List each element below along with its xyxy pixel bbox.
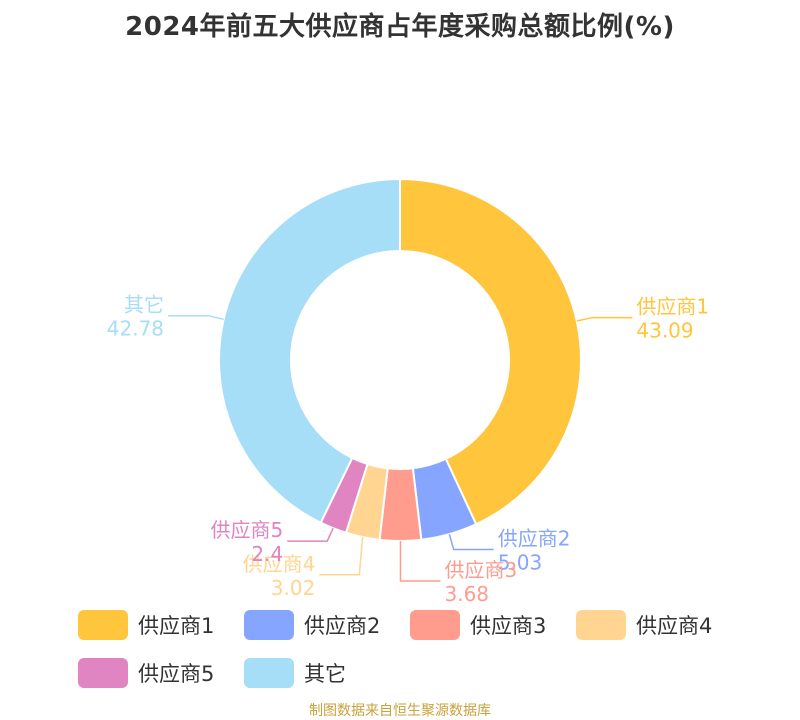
legend-swatch [244,658,294,688]
slice-value-label: 3.68 [444,582,489,606]
slice-category-label: 供应商5 [211,518,284,542]
legend-label: 供应商1 [138,614,215,638]
slice-category-label: 供应商2 [498,527,571,551]
legend-swatch [410,610,460,640]
chart-title: 2024年前五大供应商占年度采购总额比例(%) [125,12,675,42]
slice-value-label: 3.02 [271,576,316,600]
legend-swatch [576,610,626,640]
chart-legend: 供应商1 供应商2 供应商3 供应商4 供应商5 其它 [78,610,778,688]
leader-line [576,316,633,322]
slice-value-label: 43.09 [636,319,693,343]
legend-item[interactable]: 其它 [244,658,410,688]
donut-slice[interactable] [399,177,582,526]
legend-item[interactable]: 供应商4 [576,610,742,640]
leader-line [319,537,364,576]
slice-value-label: 2.4 [251,542,283,566]
leader-line [168,314,224,321]
slice-value-label: 5.03 [498,551,543,575]
leader-line [399,540,441,582]
legend-label: 供应商4 [636,614,713,638]
legend-label: 供应商5 [138,662,215,686]
legend-item[interactable]: 供应商5 [78,658,244,688]
legend-swatch [78,610,128,640]
donut-slice[interactable] [218,177,401,525]
legend-item[interactable]: 供应商3 [410,610,576,640]
slice-category-label: 其它 [124,293,164,317]
slice-category-label: 供应商4 [243,552,316,576]
leader-line [448,533,494,551]
legend-label: 供应商3 [470,614,547,638]
legend-label: 其它 [304,662,346,686]
legend-swatch [244,610,294,640]
slice-value-label: 42.78 [107,317,164,341]
legend-label: 供应商2 [304,614,381,638]
legend-item[interactable]: 供应商1 [78,610,244,640]
legend-swatch [78,658,128,688]
legend-item[interactable]: 供应商2 [244,610,410,640]
slice-category-label: 供应商3 [444,558,517,582]
slice-category-label: 供应商1 [636,295,709,319]
source-note: 制图数据来自恒生聚源数据库 [309,703,491,719]
leader-line [287,527,334,542]
